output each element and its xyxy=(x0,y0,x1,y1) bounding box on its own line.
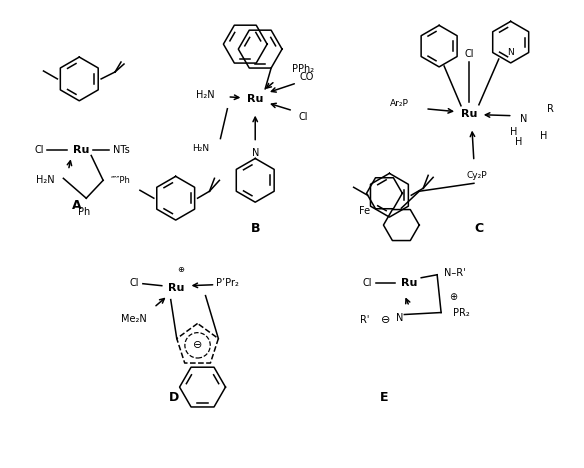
Text: CO: CO xyxy=(300,72,314,82)
Text: Ar₂P: Ar₂P xyxy=(390,99,409,108)
Text: H: H xyxy=(510,127,517,137)
Text: Me₂N: Me₂N xyxy=(121,314,147,324)
Text: A: A xyxy=(71,199,81,212)
Text: D: D xyxy=(169,390,179,403)
Text: Ru: Ru xyxy=(461,109,477,119)
Text: H: H xyxy=(540,131,547,140)
Text: ⊖: ⊖ xyxy=(381,315,390,325)
Text: PR₂: PR₂ xyxy=(453,307,470,317)
Text: Cl: Cl xyxy=(464,49,474,59)
Text: ⊕: ⊕ xyxy=(177,265,184,274)
Text: N: N xyxy=(507,48,514,57)
Text: ″″″Ph: ″″″Ph xyxy=(111,176,131,185)
Text: Fe: Fe xyxy=(359,206,370,216)
Text: H: H xyxy=(515,137,522,146)
Text: Ph: Ph xyxy=(78,207,91,217)
Text: ⊕: ⊕ xyxy=(449,292,457,302)
Text: Cl: Cl xyxy=(363,278,372,288)
Text: N–R': N–R' xyxy=(444,268,466,278)
Text: C: C xyxy=(474,221,484,234)
Text: N: N xyxy=(252,148,259,159)
Text: NTs: NTs xyxy=(113,146,130,155)
Text: P’Pr₂: P’Pr₂ xyxy=(216,278,239,288)
Text: Cl: Cl xyxy=(298,112,308,122)
Text: Cy₂P: Cy₂P xyxy=(467,171,487,180)
Text: H₂N: H₂N xyxy=(196,90,215,100)
Text: N: N xyxy=(520,114,527,124)
Text: Ru: Ru xyxy=(73,146,89,155)
Text: Ru: Ru xyxy=(247,94,263,104)
Text: H₂N: H₂N xyxy=(192,144,209,153)
Text: ⊖: ⊖ xyxy=(193,340,202,351)
Text: E: E xyxy=(380,390,389,403)
Text: Ru: Ru xyxy=(168,283,184,292)
Text: Ru: Ru xyxy=(401,278,418,288)
Text: Cl: Cl xyxy=(35,146,44,155)
Text: R: R xyxy=(547,104,554,114)
Text: Cl: Cl xyxy=(129,278,138,288)
Text: PPh₂: PPh₂ xyxy=(292,64,314,74)
Text: H₂N: H₂N xyxy=(36,176,55,185)
Text: B: B xyxy=(251,221,260,234)
Text: R': R' xyxy=(360,315,369,325)
Text: N: N xyxy=(396,313,403,322)
